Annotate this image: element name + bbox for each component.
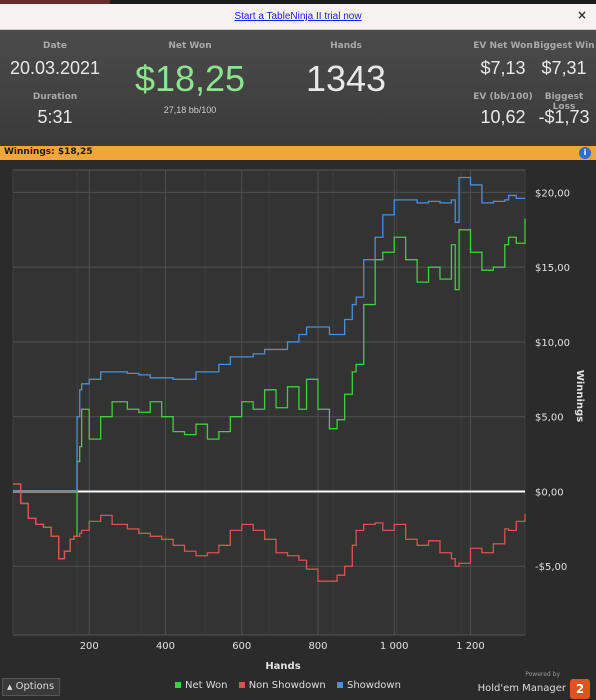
legend-label: Net Won bbox=[185, 680, 228, 691]
info-icon[interactable]: i bbox=[579, 147, 591, 159]
legend-label: Showdown bbox=[346, 680, 401, 691]
x-tick-label: 800 bbox=[308, 641, 327, 652]
biggest-win-value: $7,31 bbox=[541, 58, 587, 78]
active-tab-indicator bbox=[0, 0, 110, 4]
y-tick-label: $10,00 bbox=[535, 338, 570, 349]
chart-legend: Net Won Non Showdown Showdown bbox=[175, 680, 409, 691]
y-axis-label: Winnings bbox=[574, 370, 585, 422]
winnings-text: Winnings: $18,25 bbox=[4, 147, 93, 157]
options-label: Options bbox=[15, 681, 55, 692]
triangle-up-icon: ▲ bbox=[7, 683, 13, 691]
tableninja-trial-link[interactable]: Start a TableNinja II trial now bbox=[234, 11, 362, 22]
date-label: Date bbox=[43, 41, 67, 51]
series-showdown bbox=[13, 176, 525, 493]
hands-label: Hands bbox=[330, 41, 362, 51]
y-tick-label: $0,00 bbox=[535, 487, 564, 498]
ev-net-won-value: $7,13 bbox=[480, 58, 526, 78]
x-tick-label: 1 200 bbox=[456, 641, 485, 652]
x-tick-label: 600 bbox=[232, 641, 251, 652]
powered-by-text: Powered by bbox=[525, 671, 560, 678]
window-top-strip bbox=[0, 0, 596, 4]
product-name: Hold'em Manager bbox=[477, 683, 566, 694]
x-tick-label: 200 bbox=[80, 641, 99, 652]
legend-swatch-showdown bbox=[336, 682, 343, 688]
ev-bb100-value: 10,62 bbox=[480, 107, 526, 127]
biggest-loss-value: -$1,73 bbox=[538, 107, 590, 127]
winnings-chart-area: 200 400 600 800 1 000 1 200 $20,00 $15,00 $10,00… bbox=[0, 160, 596, 700]
legend-label: Non Showdown bbox=[248, 680, 326, 691]
net-won-value: $18,25 bbox=[134, 58, 246, 99]
duration-value: 5:31 bbox=[37, 107, 73, 127]
date-value: 20.03.2021 bbox=[9, 58, 101, 78]
duration-label: Duration bbox=[32, 92, 78, 102]
hm2-logo: 2 bbox=[570, 678, 590, 699]
biggest-win-label: Biggest Win bbox=[533, 41, 595, 51]
biggest-loss-label: Biggest Loss bbox=[544, 92, 584, 112]
promo-banner: Start a TableNinja II trial now × bbox=[0, 4, 596, 30]
hands-value: 1343 bbox=[305, 58, 387, 99]
ev-net-won-label: EV Net Won bbox=[473, 41, 533, 51]
session-stats-panel: Date 20.03.2021 Duration 5:31 Net Won $1… bbox=[0, 30, 596, 146]
y-tick-label: $5,00 bbox=[535, 413, 564, 424]
series-non-showdown bbox=[13, 483, 526, 582]
ev-bb100-label: EV (bb/100) bbox=[473, 92, 533, 102]
legend-swatch-net-won bbox=[175, 682, 181, 688]
x-tick-label: 400 bbox=[156, 641, 175, 652]
winnings-bar: Winnings: $18,25 i bbox=[0, 146, 596, 160]
y-tick-label: $15,00 bbox=[535, 263, 570, 274]
y-tick-label: -$5,00 bbox=[535, 562, 567, 573]
legend-item-showdown[interactable]: Showdown bbox=[336, 680, 401, 691]
options-button[interactable]: ▲ Options bbox=[2, 678, 60, 696]
close-icon[interactable]: × bbox=[576, 8, 587, 22]
x-tick-label: 1 000 bbox=[380, 641, 409, 652]
legend-item-non-showdown[interactable]: Non Showdown bbox=[238, 680, 326, 691]
powered-by: Powered by Hold'em Manager 2 bbox=[478, 671, 590, 699]
bb100-value: 27,18 bb/100 bbox=[163, 105, 217, 115]
x-axis-label: Hands bbox=[265, 661, 300, 672]
legend-item-net-won[interactable]: Net Won bbox=[175, 680, 228, 691]
y-tick-label: $20,00 bbox=[535, 188, 570, 199]
net-won-label: Net Won bbox=[168, 41, 212, 51]
winnings-chart: 200 400 600 800 1 000 1 200 $20,00 $15,00 $10,00… bbox=[12, 169, 585, 672]
legend-swatch-non-showdown bbox=[238, 682, 245, 688]
